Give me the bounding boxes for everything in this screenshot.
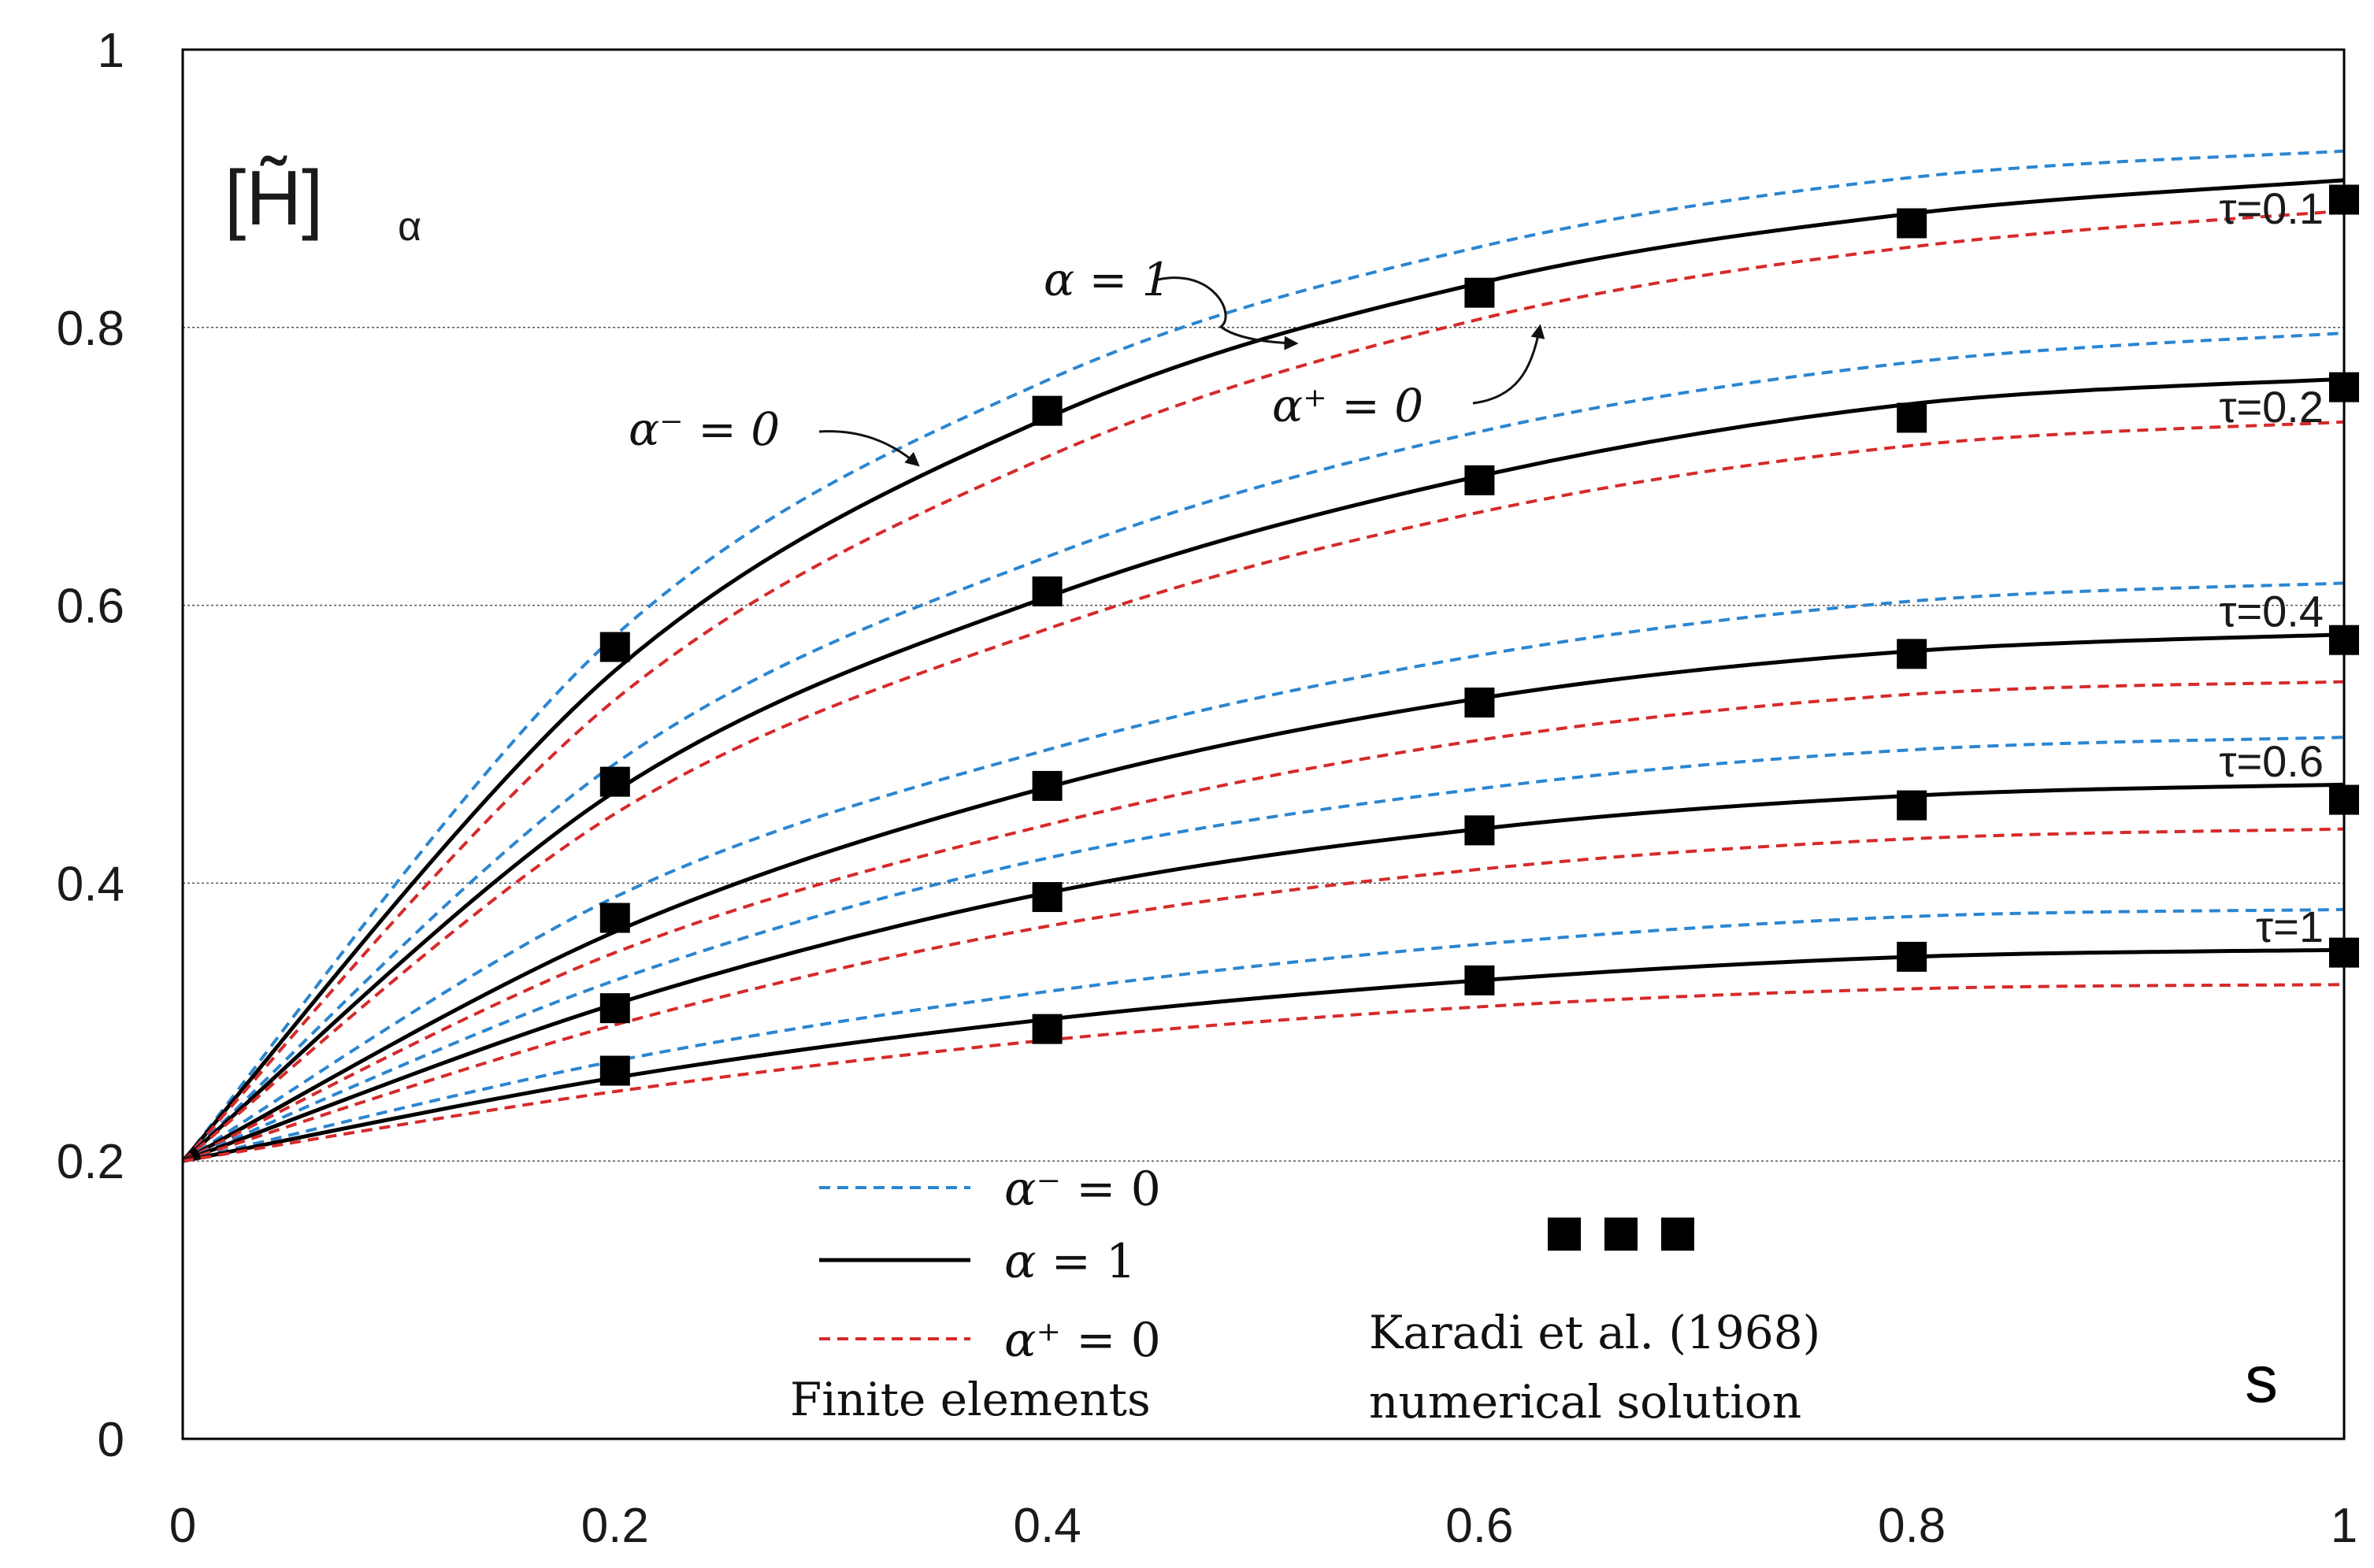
karadi-marker [1032,395,1063,426]
karadi-marker [1464,815,1495,846]
tau-label: τ=1 [2256,902,2324,951]
karadi-marker [1897,941,1927,972]
annotation-alpha-minus-text: α⁻ = 0 [629,402,780,456]
y-tick-label: 0.2 [57,1135,124,1189]
karadi-marker [599,903,630,933]
karadi-marker [1464,688,1495,718]
karadi-marker [1032,770,1063,801]
curve-alpha-minus-4 [182,907,2345,1163]
x-tick-label: 0.6 [1445,1499,1513,1553]
y-tick-labels: 0 0.2 0.4 0.6 0.8 1 [57,24,124,1467]
x-tick-label: 0.8 [1878,1499,1946,1553]
y-gridlines [183,327,2344,1162]
curve-alpha-plus-0 [181,209,2345,1162]
y-tick-label: 0 [98,1413,124,1467]
tau-label: τ=0.6 [2219,736,2324,786]
curve-alpha-plus-2 [182,680,2345,1163]
curve-alpha-one-1 [181,376,2345,1163]
legend-label-alpha-plus: α⁺ = 0 [1004,1313,1161,1368]
legend-marker-square-1 [1548,1218,1581,1251]
tau-label: τ=0.1 [2219,183,2324,233]
karadi-marker [599,632,630,662]
legend-marker-square-3 [1661,1218,1694,1251]
tau-label: τ=0.4 [2219,587,2324,636]
x-axis-label: s [2245,1342,2278,1416]
karadi-marker [599,1055,630,1086]
annotation-alpha-one-text: α = 1 [1044,253,1171,306]
curve-alpha-minus-2 [181,581,2345,1162]
karadi-marker [1032,1014,1063,1044]
annotation-alpha-one-arrow [1157,276,1299,350]
karadi-marker [599,766,630,797]
y-tick-label: 0.8 [57,302,124,356]
curve-alpha-one-4 [182,947,2345,1163]
karadi-marker [1464,277,1495,308]
legend-label-alpha-minus: α⁻ = 0 [1004,1162,1161,1217]
x-tick-label: 0.2 [581,1499,649,1553]
curve-alpha-plus-1 [181,420,2345,1162]
annotation-alpha-one: α = 1 [1044,253,1299,350]
legend-marker-square-2 [1604,1218,1638,1251]
karadi-marker [1897,208,1927,239]
tau-labels: τ=0.1 τ=0.2 τ=0.4 τ=0.6 τ=1 [2219,183,2324,951]
annotation-alpha-plus: α⁺ = 0 [1272,324,1545,432]
x-tick-label: 1 [2331,1499,2357,1553]
y-tick-label: 0.6 [57,580,124,634]
curve-alpha-minus-3 [182,736,2345,1163]
annotation-alpha-minus-arrow [818,430,920,467]
y-tick-label: 0.4 [57,857,124,911]
annotation-alpha-minus: α⁻ = 0 [629,402,920,467]
x-tick-labels: 0 0.2 0.4 0.6 0.8 1 [169,1499,2357,1553]
curve-alpha-one-3 [182,782,2345,1163]
y-axis-label-subscript: α [398,204,421,250]
karadi-marker [599,993,630,1024]
karadi-marker [1464,965,1495,995]
tau-label: τ=0.2 [2219,382,2324,432]
curve-alpha-plus-4 [182,983,2345,1163]
karadi-marker [1897,790,1927,821]
karadi-marker [1897,402,1927,433]
y-tick-label: 1 [98,24,124,78]
x-tick-label: 0 [169,1499,196,1553]
legend-label-alpha-one: α = 1 [1004,1234,1136,1289]
plot-frame [181,48,2346,1440]
annotation-alpha-plus-arrow [1472,324,1545,405]
karadi-marker [1897,639,1927,669]
series-layer [181,149,2345,1163]
karadi-marker [1032,882,1063,913]
curve-alpha-minus-0 [181,149,2345,1162]
karadi-marker [1464,465,1495,495]
curve-alpha-one-0 [181,178,2345,1162]
annotation-alpha-plus-text: α⁺ = 0 [1272,379,1423,432]
legend-karadi-line1: Karadi et al. (1968) [1369,1306,1820,1359]
legend: α⁻ = 0 α = 1 α⁺ = 0 Finite elements Kara… [790,1162,1820,1429]
karadi-marker [1032,576,1063,606]
y-axis-label: [H̃] [224,154,323,241]
curve-alpha-one-2 [181,632,2345,1163]
x-tick-label: 0.4 [1013,1499,1081,1553]
curve-alpha-plus-3 [182,827,2345,1163]
legend-karadi-line2: numerical solution [1369,1375,1801,1429]
legend-title-finite-elements: Finite elements [790,1373,1151,1426]
